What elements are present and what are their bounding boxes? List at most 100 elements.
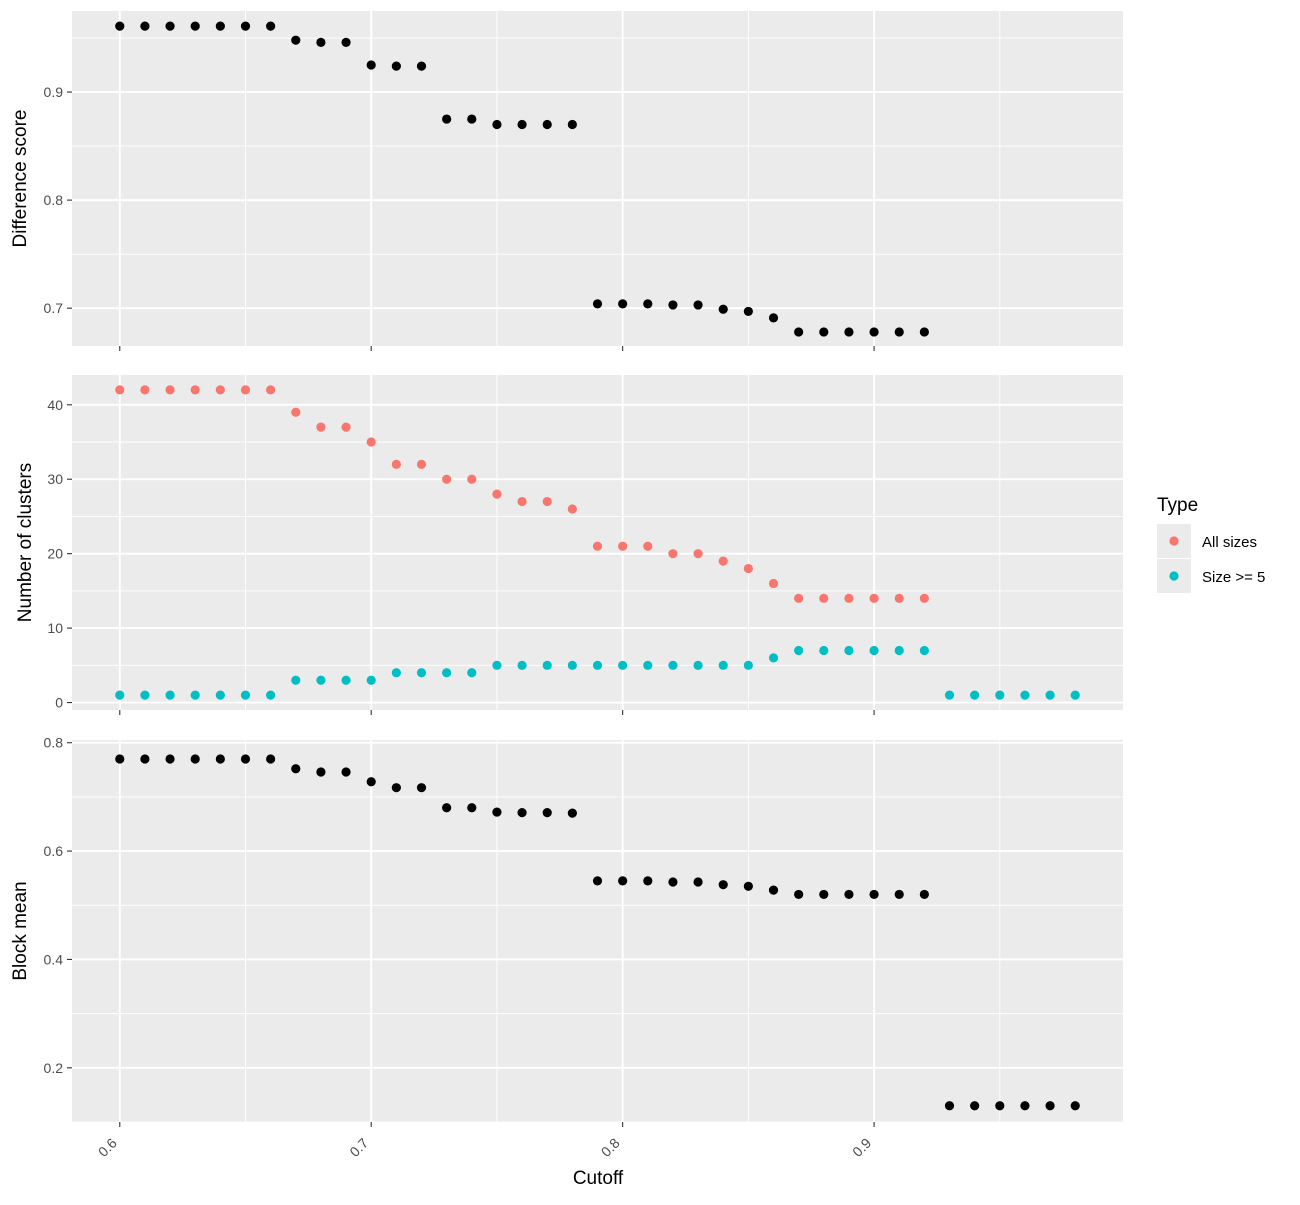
legend-label-size-5: Size >= 5	[1202, 569, 1265, 586]
data-point	[643, 876, 653, 886]
data-point	[542, 660, 552, 670]
y-tick-label: 0.9	[44, 84, 64, 100]
data-point	[794, 593, 804, 603]
panel-3: 0.2 0.4 0.6 0.8 Block mean	[10, 735, 1123, 1127]
data-point	[467, 803, 477, 813]
data-point	[240, 754, 251, 764]
data-point	[718, 304, 728, 314]
data-point	[416, 783, 427, 793]
data-point	[768, 578, 779, 589]
data-point	[517, 496, 527, 507]
data-point	[517, 119, 527, 130]
data-point	[844, 593, 854, 603]
data-point	[768, 885, 779, 895]
data-point	[492, 489, 502, 499]
data-point	[970, 690, 980, 700]
data-point	[391, 61, 401, 71]
data-point	[190, 21, 200, 31]
data-point	[165, 690, 175, 700]
data-point	[140, 21, 150, 31]
data-point	[366, 675, 376, 685]
data-point	[995, 690, 1005, 700]
legend-dot-all-sizes	[1169, 536, 1179, 546]
data-point	[592, 541, 603, 551]
data-point	[517, 808, 527, 818]
legend-title: Type	[1157, 495, 1198, 516]
data-point	[115, 385, 125, 395]
y-tick-label: 30	[47, 471, 63, 487]
data-point	[768, 313, 779, 323]
data-point	[743, 881, 753, 891]
data-point	[316, 767, 326, 777]
data-point	[919, 645, 929, 656]
y-axis-title: Difference score	[10, 110, 31, 248]
data-point	[291, 407, 301, 417]
data-point	[618, 541, 628, 551]
data-point	[542, 119, 552, 130]
data-point	[341, 767, 351, 777]
data-point	[592, 299, 603, 309]
data-point	[442, 474, 452, 484]
data-point	[819, 593, 829, 603]
data-point	[190, 754, 200, 764]
data-point	[567, 504, 577, 514]
data-point	[743, 306, 753, 317]
data-point	[592, 876, 603, 886]
data-point	[894, 645, 904, 656]
data-point	[115, 21, 125, 31]
series-1	[115, 21, 929, 337]
x-tick-label: 0.7	[346, 1135, 371, 1160]
data-point	[668, 877, 678, 887]
data-point	[693, 660, 703, 670]
data-point	[467, 474, 477, 484]
data-point	[316, 422, 326, 432]
data-point	[266, 690, 276, 700]
data-point	[165, 385, 175, 395]
data-point	[794, 889, 804, 900]
y-tick-label: 0.7	[44, 300, 64, 316]
y-tick-label: 0.2	[44, 1060, 64, 1076]
data-point	[291, 675, 301, 685]
data-point	[391, 668, 401, 678]
data-point	[115, 690, 125, 700]
data-point	[291, 35, 301, 45]
data-point	[643, 660, 653, 670]
data-point	[215, 690, 225, 700]
data-point	[240, 690, 251, 700]
data-point	[442, 114, 452, 124]
data-point	[894, 889, 904, 900]
data-point	[366, 60, 376, 70]
data-point	[944, 690, 955, 700]
data-point	[919, 327, 929, 337]
data-point	[215, 754, 225, 764]
data-point	[165, 754, 175, 764]
data-point	[894, 593, 904, 603]
data-point	[668, 549, 678, 559]
data-point	[341, 37, 351, 47]
panels-layer: 0.7 0.8 0.9 Difference score 0 10 20 30 40 Number…	[10, 11, 1123, 1127]
panel-2: 0 10 20 30 40 Number of clusters	[15, 375, 1123, 715]
data-point	[115, 754, 125, 764]
data-point	[668, 300, 678, 310]
data-point	[542, 496, 552, 507]
data-point	[316, 675, 326, 685]
y-axis-title: Block mean	[10, 881, 31, 980]
data-point	[492, 660, 502, 670]
data-point	[291, 764, 301, 774]
data-point	[165, 21, 175, 31]
data-point	[416, 668, 427, 678]
data-point	[693, 300, 703, 310]
y-tick-label: 20	[47, 546, 63, 562]
data-point	[743, 660, 753, 670]
data-point	[366, 777, 376, 787]
x-tick-label: 0.8	[598, 1135, 623, 1160]
data-point	[919, 889, 929, 900]
data-point	[240, 385, 251, 395]
data-point	[869, 645, 879, 656]
data-point	[944, 1101, 955, 1111]
x-axis-title: Cutoff	[573, 1168, 624, 1189]
data-point	[869, 593, 879, 603]
data-point	[794, 645, 804, 656]
data-point	[995, 1101, 1005, 1111]
